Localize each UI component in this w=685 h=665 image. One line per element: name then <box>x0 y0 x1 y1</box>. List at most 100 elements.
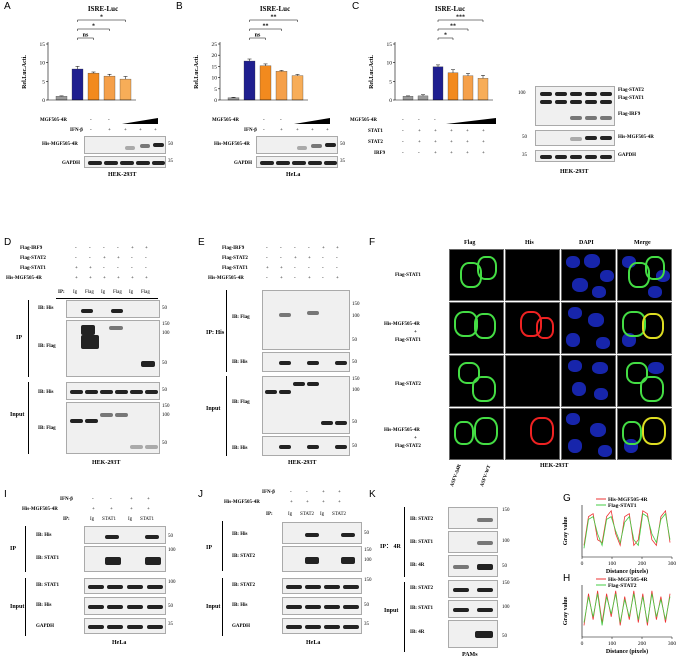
y-axis-label: Gray value <box>563 596 569 625</box>
j-cell-line: HeLa <box>306 640 321 646</box>
e-blot-in-his <box>262 436 350 456</box>
e-r1-2: - <box>280 246 282 251</box>
bar <box>55 96 68 101</box>
x-tick-label: 200 <box>638 561 647 567</box>
d-r3-6: - <box>145 266 147 271</box>
sig-bracket <box>249 28 282 31</box>
c-s1-5: + <box>466 129 469 134</box>
i-ig-1: Ig <box>90 517 95 522</box>
ifn-a-1: - <box>90 128 92 133</box>
f-row4-label-b: + <box>414 436 417 441</box>
f-head-merge: Merge <box>634 240 651 246</box>
blot-b-his <box>256 136 338 154</box>
d-ib-his-2: IB: His <box>38 390 54 395</box>
mw-a-50: 50 <box>168 142 173 147</box>
y-axis-label: Gray value <box>563 516 569 545</box>
panel-label-k: K <box>369 489 376 500</box>
f-row2-label-a: His-MGF505-4R <box>384 322 420 327</box>
k-cell-type: PAMs <box>462 652 478 658</box>
j-ifn-4: + <box>338 490 341 495</box>
e-mw-50a: 50 <box>352 338 357 343</box>
sig-label: * <box>100 15 103 21</box>
j-his-2: + <box>306 500 309 505</box>
d-r4-1: + <box>75 276 78 281</box>
c-s2-1: - <box>402 140 404 145</box>
j-his-4: + <box>338 500 341 505</box>
blot-a-his <box>84 136 166 154</box>
i-ip-header: IP: <box>63 517 70 522</box>
j-mw-50a: 50 <box>364 531 369 536</box>
sig-label: * <box>444 33 447 39</box>
e-r3-1: + <box>266 266 269 271</box>
f-r1-flag <box>449 249 504 301</box>
e-blot-ip-his <box>262 352 350 372</box>
j-blot-in-stat2 <box>282 578 362 594</box>
e-r1-1: - <box>266 246 268 251</box>
d-ib-his-1: IB: His <box>38 306 54 311</box>
i-ib-stat1-2: IB: STAT1 <box>36 583 60 588</box>
d-label-stat2: Flag-STAT2 <box>20 256 46 261</box>
blot-b-gapdh <box>256 156 338 168</box>
chart-title: ISRE-Luc <box>260 5 290 13</box>
legend-label: Flag-STAT1 <box>608 503 637 509</box>
k-col-asfv4r: ASFV-Δ4R <box>450 463 463 488</box>
j-mw-100a: 100 <box>364 558 372 563</box>
e-r2-4: + <box>308 256 311 261</box>
label-gapdh-a: GAPDH <box>62 161 81 166</box>
k-ib-4r-2: IB: 4R <box>410 630 425 635</box>
f-head-his: His <box>525 240 534 246</box>
bar <box>119 78 132 101</box>
x-axis-label: Distance (pixels) <box>606 568 648 575</box>
j-ib-his-2: IB: His <box>232 603 248 608</box>
d-r2-4: + <box>117 256 120 261</box>
d-ig-2: Ig <box>101 290 106 295</box>
y-tick-label: 10 <box>212 76 218 82</box>
y-tick-label: 15 <box>212 64 218 70</box>
i-his-2: + <box>110 507 113 512</box>
c-s2-5: + <box>466 140 469 145</box>
label-stat2-c: STAT2 <box>368 140 383 145</box>
i-input-label: Input <box>10 604 25 610</box>
y-tick-label: 0 <box>214 98 217 104</box>
y-tick-label: 0 <box>42 98 45 104</box>
d-r4-2: + <box>89 276 92 281</box>
panel-label-d: D <box>4 237 12 248</box>
panel-label-c: C <box>352 1 360 12</box>
chart-title: ISRE-Luc <box>435 5 465 13</box>
c-s1-3: + <box>434 129 437 134</box>
k-blot-ip-stat2 <box>448 507 498 529</box>
y-tick-label: 10 <box>40 61 46 67</box>
bar <box>402 96 414 101</box>
e-ib-his-1: IB: His <box>232 360 248 365</box>
sig-label: ** <box>450 24 456 30</box>
x-tick-label: 300 <box>668 561 677 567</box>
label-stat1-c: STAT1 <box>368 129 383 134</box>
x-tick-label: 100 <box>608 561 617 567</box>
f-head-dapi: DAPI <box>579 240 594 246</box>
j-mw-150b: 150 <box>364 578 372 583</box>
x-tick-label: 200 <box>638 641 647 647</box>
c-s1-4: + <box>450 129 453 134</box>
d-r4-6: + <box>145 276 148 281</box>
f-r2-his <box>505 302 560 354</box>
k-blot-in-stat1 <box>448 600 498 618</box>
d-label-irf9: Flag-IRF9 <box>20 246 43 251</box>
bar <box>71 68 84 101</box>
label-ifn-a: IFN-β <box>70 128 83 133</box>
d-r2-2: - <box>89 256 91 261</box>
j-blot-ip-stat2 <box>282 546 362 572</box>
j-his-3: + <box>322 500 325 505</box>
ifn-b-2: + <box>280 128 283 133</box>
panel-label-j: J <box>198 489 203 500</box>
sig-label: ** <box>263 24 269 30</box>
series-line <box>583 512 671 549</box>
e-r4-3: - <box>294 276 296 281</box>
e-r4-4: + <box>308 276 311 281</box>
y-tick-label: 20 <box>212 53 218 59</box>
y-tick-label: 0 <box>389 98 392 104</box>
i-mw-50a: 50 <box>168 534 173 539</box>
e-mw-50c: 50 <box>352 420 357 425</box>
sig-label: ** <box>271 15 277 21</box>
series-line <box>583 509 671 547</box>
